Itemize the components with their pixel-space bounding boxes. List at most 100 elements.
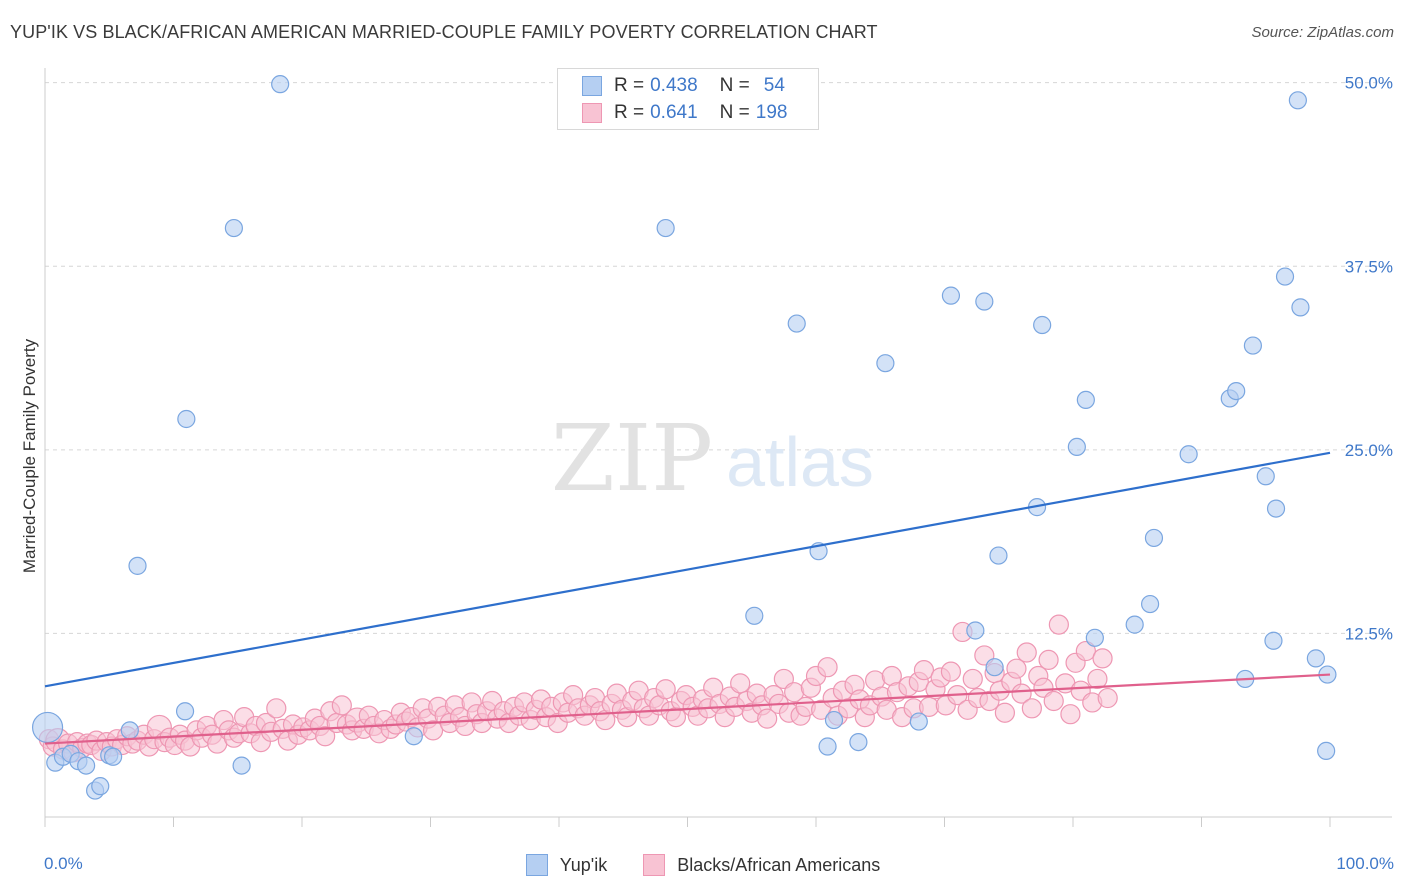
data-point-yupik	[1179, 445, 1198, 464]
legend-r-value: 0.641	[650, 102, 698, 123]
watermark-zip: ZIP	[551, 405, 713, 512]
data-point-yupik	[1067, 437, 1086, 457]
legend-row-yupik: R = 0.438 N = 54	[582, 74, 785, 98]
data-point-yupik	[966, 621, 985, 640]
data-point-black	[1006, 658, 1027, 679]
data-point-yupik	[941, 286, 961, 305]
data-point-black	[1016, 642, 1037, 663]
legend-n-value: 198	[755, 102, 788, 123]
data-point-yupik	[1033, 315, 1052, 335]
data-point-yupik	[175, 702, 195, 721]
data-point-yupik	[745, 606, 764, 625]
axes	[44, 68, 1392, 827]
chart-title: YUP'IK VS BLACK/AFRICAN AMERICAN MARRIED…	[10, 22, 878, 42]
trend-lines	[44, 451, 1331, 745]
bottom-legend-label-black: Blacks/African Americans	[677, 854, 881, 875]
data-point-yupik	[91, 777, 110, 796]
tick-labels: 12.5% 25.0% 37.5% 50.0% 0.0% 100.0%	[44, 74, 1394, 873]
data-point-yupik	[1125, 615, 1144, 634]
bottom-legend-swatch-black	[643, 854, 666, 876]
data-point-black	[757, 708, 778, 729]
data-point-yupik	[271, 75, 290, 94]
watermark: ZIP atlas	[551, 405, 874, 512]
data-point-black	[1011, 683, 1032, 704]
bottom-legend-swatch-yupik	[525, 854, 548, 876]
data-point-black	[422, 720, 444, 741]
data-point-yupik	[787, 314, 806, 333]
data-point-black	[773, 668, 794, 690]
data-point-yupik	[1227, 381, 1246, 401]
data-point-yupik	[31, 711, 64, 744]
data-point-yupik	[1243, 336, 1263, 355]
y-tick-label: 50.0%	[1345, 74, 1393, 93]
legend-swatch-black	[582, 103, 602, 123]
trend-line-yupik	[44, 451, 1331, 688]
legend-r-label: R =	[614, 102, 645, 123]
data-point-black	[315, 726, 336, 747]
data-point-yupik	[1076, 390, 1095, 410]
data-point-yupik	[656, 218, 675, 238]
data-point-yupik	[1085, 628, 1104, 647]
data-point-black	[331, 695, 352, 716]
data-point-yupik	[120, 721, 139, 740]
data-point-yupik	[128, 556, 147, 575]
data-point-black	[1021, 698, 1042, 719]
data-point-black	[1043, 690, 1064, 712]
data-point-yupik	[818, 737, 837, 756]
data-point-yupik	[1317, 741, 1336, 761]
data-point-yupik	[1306, 649, 1325, 668]
data-point-yupik	[1256, 467, 1275, 486]
data-point-black	[817, 657, 838, 678]
data-point-black	[913, 660, 935, 681]
data-point-yupik	[985, 658, 1004, 677]
source-label: Source: ZipAtlas.com	[1251, 24, 1394, 41]
data-point-yupik	[1264, 631, 1283, 650]
trend-line-black	[44, 673, 1331, 745]
legend-swatch-yupik	[582, 76, 602, 96]
data-point-black	[1048, 614, 1069, 635]
legend-n-label: N =	[719, 75, 750, 96]
data-point-yupik	[1275, 267, 1295, 286]
data-point-black	[962, 668, 983, 690]
y-tick-label: 37.5%	[1345, 257, 1393, 276]
data-point-yupik	[224, 218, 243, 238]
data-point-yupik	[232, 756, 251, 775]
data-point-black	[1075, 640, 1096, 662]
legend-row-black: R = 0.641 N = 198	[582, 101, 787, 125]
data-point-black	[1060, 704, 1081, 725]
data-point-yupik	[989, 546, 1008, 565]
data-point-yupik	[849, 732, 868, 752]
y-tick-label: 25.0%	[1345, 441, 1393, 460]
data-point-black	[1097, 687, 1118, 709]
series-blacks-african-americans	[38, 614, 1118, 763]
data-point-black	[1038, 649, 1059, 670]
bottom-legend: Yup'ik Blacks/African Americans	[0, 852, 1406, 878]
legend-n-value: 54	[763, 75, 785, 96]
data-point-black	[266, 698, 287, 719]
data-point-yupik	[975, 292, 994, 311]
y-tick-label: 12.5%	[1345, 624, 1393, 643]
bottom-legend-yupik: Yup'ik	[525, 854, 608, 876]
legend-box: R = 0.438 N = 54 R = 0.641 N = 198	[557, 68, 819, 130]
data-point-yupik	[1266, 499, 1286, 518]
data-point-yupik	[876, 354, 895, 373]
legend-n-label: N =	[719, 102, 750, 123]
data-point-black	[940, 661, 962, 682]
data-point-yupik	[77, 756, 96, 775]
legend-r-label: R =	[614, 75, 645, 96]
data-point-yupik	[1291, 298, 1310, 317]
grid-lines	[45, 82, 1392, 634]
x-tick-label: 0.0%	[44, 854, 83, 873]
data-point-yupik	[824, 710, 844, 730]
data-point-yupik	[177, 409, 196, 429]
data-point-black	[1087, 668, 1108, 690]
data-point-yupik	[1288, 91, 1307, 110]
data-point-black	[994, 702, 1015, 723]
data-point-black	[1033, 677, 1054, 698]
bottom-legend-label-yupik: Yup'ik	[559, 854, 608, 875]
data-point-yupik	[1144, 528, 1164, 548]
data-point-yupik	[104, 747, 123, 766]
data-point-yupik	[1140, 594, 1160, 614]
data-point-yupik	[404, 727, 423, 746]
